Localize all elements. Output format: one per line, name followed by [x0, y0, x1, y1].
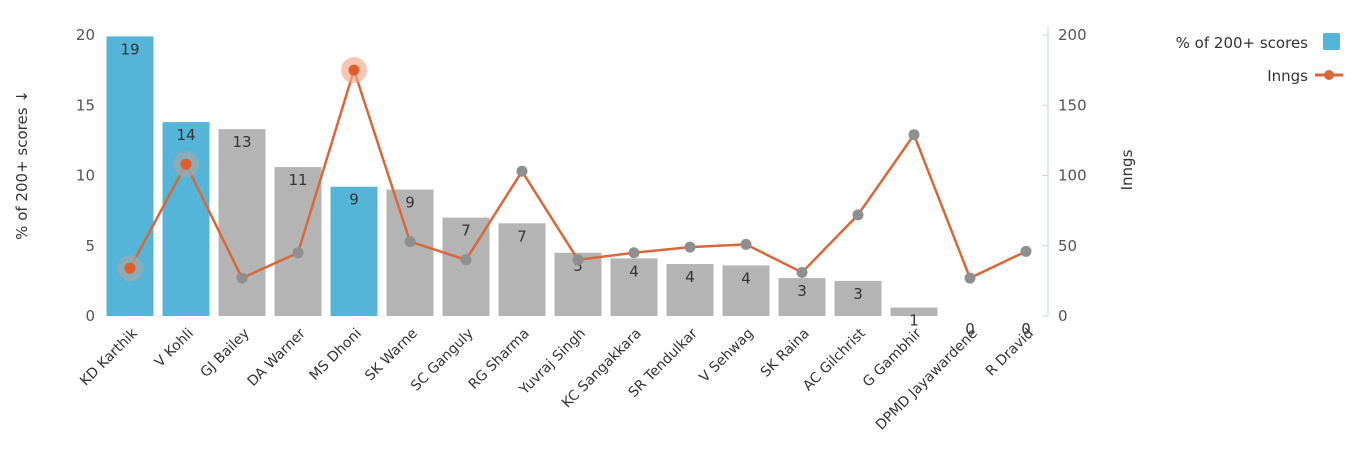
- line-point-dpmd-jayawardene[interactable]: [964, 272, 976, 284]
- left-tick-label: 20: [76, 26, 95, 44]
- bar-value-label: 5: [573, 257, 583, 275]
- line-markers: [117, 57, 1032, 284]
- legend-item-line[interactable]: Inngs: [1267, 67, 1343, 85]
- right-tick-label: 50: [1058, 237, 1077, 255]
- line-point-sk-warne[interactable]: [404, 236, 416, 248]
- right-axis: 0 50 100 150 200: [1042, 26, 1087, 325]
- bar-v-sehwag[interactable]: [722, 265, 770, 316]
- bar-value-label: 3: [853, 285, 863, 303]
- legend-swatch-bars: [1323, 33, 1340, 50]
- category-label: DPMD Jayawardene: [873, 326, 981, 434]
- legend-item-bars[interactable]: % of 200+ scores: [1176, 33, 1340, 52]
- left-tick-label: 0: [85, 307, 95, 325]
- right-tick-label: 200: [1058, 26, 1087, 44]
- left-axis-title: % of 200+ scores ↓: [13, 90, 31, 240]
- bar-value-label: 0: [965, 320, 975, 338]
- line-point-g-gambhir[interactable]: [908, 129, 920, 141]
- bar-value-label: 9: [405, 194, 415, 212]
- bar-value-label: 0: [1021, 320, 1031, 338]
- line-point-gj-bailey[interactable]: [236, 272, 248, 284]
- line-point-rg-sharma[interactable]: [516, 165, 528, 177]
- line-point-sk-raina[interactable]: [796, 266, 808, 278]
- bar-ac-gilchrist[interactable]: [834, 280, 882, 316]
- bar-value-label: 4: [685, 268, 695, 286]
- category-label: V Sehwag: [696, 326, 756, 386]
- legend-swatch-line-marker: [1324, 70, 1334, 80]
- line-point-v-kohli[interactable]: [180, 158, 192, 170]
- bar-sk-raina[interactable]: [778, 278, 826, 316]
- line-point-r-dravid[interactable]: [1020, 245, 1032, 257]
- category-label: MS Dhoni: [307, 326, 365, 384]
- right-tick-label: 100: [1058, 167, 1087, 185]
- bar-value-label: 7: [517, 227, 527, 245]
- category-label: GJ Bailey: [197, 326, 252, 381]
- category-label: V Kohli: [152, 326, 197, 371]
- legend-label-bars: % of 200+ scores: [1176, 34, 1309, 52]
- right-tick-label: 0: [1058, 307, 1068, 325]
- left-axis-ticks: 0 5 10 15 20: [76, 26, 95, 325]
- left-tick-label: 10: [76, 167, 95, 185]
- bar-value-label: 14: [176, 126, 195, 144]
- bar-kc-sangakkara[interactable]: [610, 258, 658, 316]
- category-label: DA Warner: [245, 325, 309, 389]
- bar-ms-dhoni[interactable]: [330, 186, 378, 316]
- bar-value-label: 19: [120, 40, 139, 58]
- bar-rg-sharma[interactable]: [498, 223, 546, 316]
- legend-label-line: Inngs: [1267, 67, 1308, 85]
- line-point-sc-ganguly[interactable]: [460, 254, 472, 266]
- line-point-sr-tendulkar[interactable]: [684, 241, 696, 253]
- line-point-v-sehwag[interactable]: [740, 238, 752, 250]
- right-tick-label: 150: [1058, 96, 1087, 114]
- right-axis-title: Inngs: [1118, 149, 1136, 190]
- bar-value-label: 9: [349, 191, 359, 209]
- legend[interactable]: % of 200+ scores Inngs: [1176, 33, 1343, 85]
- line-point-yuvraj-singh[interactable]: [572, 254, 584, 266]
- bar-value-label: 7: [461, 222, 471, 240]
- bar-value-label: 4: [741, 269, 751, 287]
- bar-value-label: 1: [909, 312, 919, 330]
- bar-g-gambhir[interactable]: [890, 307, 938, 316]
- bar-sk-warne[interactable]: [386, 189, 434, 316]
- line-point-da-warner[interactable]: [292, 247, 304, 259]
- bar-v-kohli[interactable]: [162, 122, 210, 316]
- bar-da-warner[interactable]: [274, 167, 322, 316]
- category-label: SK Warne: [362, 326, 421, 385]
- bar-value-label: 11: [288, 171, 307, 189]
- left-tick-label: 5: [85, 237, 95, 255]
- category-label: R Dravid: [983, 326, 1037, 380]
- line-point-kc-sangakkara[interactable]: [628, 247, 640, 259]
- line-point-ac-gilchrist[interactable]: [852, 209, 864, 221]
- bar-gj-bailey[interactable]: [218, 129, 266, 316]
- bar-value-labels: 19 14 13 11 9 9 7 7 5 4 4 4 3 3 1 0 0: [120, 40, 1030, 338]
- bar-value-label: 4: [629, 262, 639, 280]
- category-label: SK Raina: [758, 326, 813, 381]
- category-label: KD Karthik: [77, 325, 141, 389]
- bar-value-label: 3: [797, 282, 807, 300]
- line-point-ms-dhoni[interactable]: [348, 64, 360, 76]
- bar-value-label: 13: [232, 133, 251, 151]
- bar-series: [106, 36, 938, 316]
- line-point-kd-karthik[interactable]: [124, 262, 136, 274]
- bar-sr-tendulkar[interactable]: [666, 264, 714, 316]
- left-tick-label: 15: [76, 96, 95, 114]
